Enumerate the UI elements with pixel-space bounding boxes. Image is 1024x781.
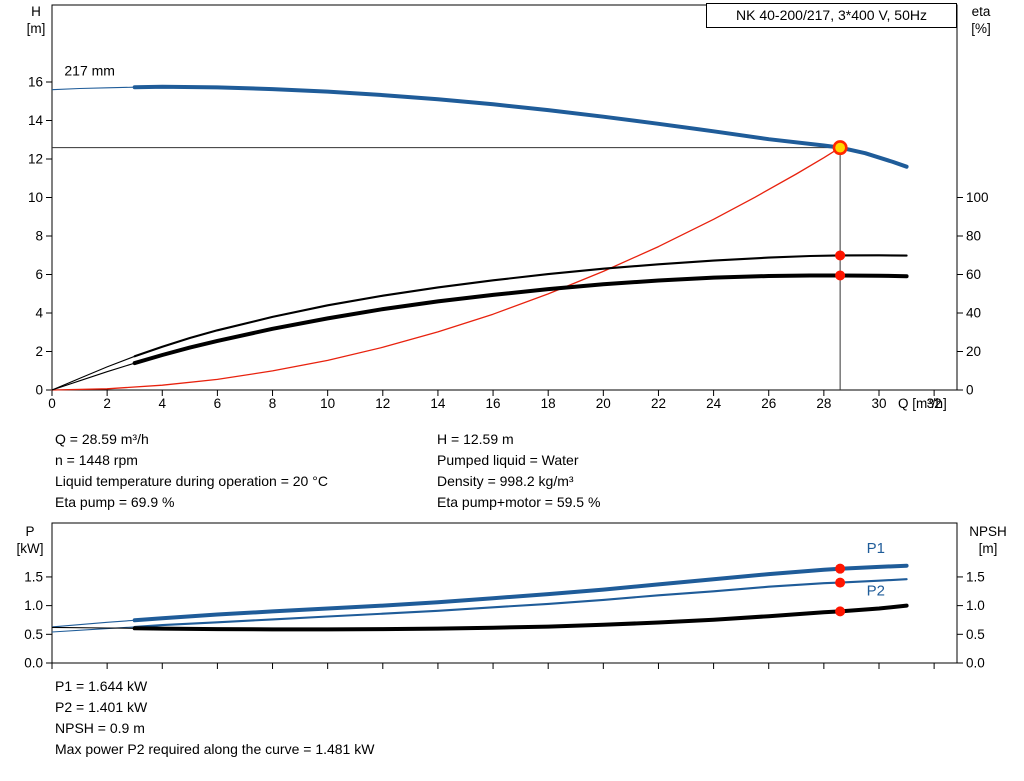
y-tick-label-left: 1.0 [24,598,43,613]
y-tick-label-left: 16 [28,75,43,90]
y-axis-unit-right: [%] [971,21,991,36]
y-tick-label-left: 4 [35,306,43,321]
x-tick-label: 26 [761,396,776,411]
eta-pump-motor-lead-in [51,362,135,391]
y-tick-label-left: 2 [35,344,43,359]
p1-curve [132,563,909,623]
info-line-liquid: Pumped liquid = Water [437,452,579,468]
y-tick-label-right: 40 [966,306,981,321]
y-tick-label-right: 0 [966,383,974,398]
info-line-speed: n = 1448 rpm [55,452,138,468]
power-info: P1 = 1.644 kW P2 = 1.401 kW NPSH = 0.9 m… [55,676,374,760]
duty-info-right: H = 12.59 m Pumped liquid = Water Densit… [437,429,600,513]
y-tick-label-left: 8 [35,229,43,244]
y-tick-label-right: 1.5 [966,569,985,584]
y-axis-unit-left: [kW] [17,541,44,556]
x-tick-label: 28 [816,396,831,411]
impeller-size-label: 217 mm [64,62,115,78]
y-tick-label-right: 60 [966,267,981,282]
x-tick-label: 8 [269,396,277,411]
p1-lead-in [51,619,135,628]
info-line-npsh: NPSH = 0.9 m [55,720,145,736]
x-tick-label: 24 [706,396,722,411]
x-tick-label: 4 [159,396,167,411]
y-tick-label-right: 0.5 [966,627,985,642]
y-tick-label-left: 0 [35,383,43,398]
operating-dot [835,606,846,617]
info-line-flow: Q = 28.59 m³/h [55,431,149,447]
x-tick-label: 30 [871,396,886,411]
y-tick-label-left: 12 [28,152,43,167]
x-tick-label: 10 [320,396,335,411]
info-line-head: H = 12.59 m [437,431,514,447]
info-line-eta-pump-motor: Eta pump+motor = 59.5 % [437,494,601,510]
x-tick-label: 6 [214,396,222,411]
eta-pump-motor-curve [132,273,909,366]
x-tick-label: 32 [927,396,942,411]
eta-pump-curve [133,254,908,358]
operating-dot [835,577,846,588]
y-tick-label-left: 0.5 [24,627,43,642]
p2-lead-in [51,626,135,633]
chart-frame [51,4,958,391]
y-tick-label-left: 0.0 [24,656,43,671]
info-line-p2: P2 = 1.401 kW [55,699,148,715]
x-tick-label: 14 [430,396,446,411]
y-tick-label-right: 1.0 [966,598,985,613]
x-tick-label: 16 [486,396,501,411]
y-axis-label-left: H [31,4,41,19]
y-tick-label-right: 20 [966,344,981,359]
info-line-max-p2: Max power P2 required along the curve = … [55,741,375,757]
y-tick-label-left: 1.5 [24,569,43,584]
x-tick-label: 0 [48,396,56,411]
x-tick-label: 22 [651,396,666,411]
y-axis-unit-left: [m] [27,21,46,36]
x-tick-label: 12 [375,396,390,411]
x-tick-label: 18 [541,396,556,411]
npsh-curve [132,603,909,632]
info-line-temperature: Liquid temperature during operation = 20… [55,473,328,489]
p2-curve [133,578,908,628]
y-tick-label-left: 6 [35,267,43,282]
y-tick-label-left: 14 [28,113,44,128]
duty-info-left: Q = 28.59 m³/h n = 1448 rpm Liquid tempe… [55,429,328,513]
system-curve-curve [51,146,841,391]
head-lead-in [51,86,135,91]
operating-dot [835,270,846,281]
x-tick-label: 20 [596,396,611,411]
info-line-eta-pump: Eta pump = 69.9 % [55,494,175,510]
y-tick-label-right: 0.0 [966,656,985,671]
pump-title-box: NK 40-200/217, 3*400 V, 50Hz [706,3,957,28]
x-axis-label: Q [m³/h] [898,396,947,411]
y-axis-label-right: eta [972,4,991,19]
y-tick-label-left: 10 [28,190,43,205]
eta-pump-lead-in [51,355,135,391]
npsh-lead-in [51,626,135,629]
p1-label: P1 [867,540,885,557]
x-tick-label: 2 [103,396,111,411]
p2-label: P2 [867,583,885,600]
y-axis-label-right: NPSH [969,524,1007,539]
y-axis-unit-right: [m] [979,541,998,556]
chart-frame [51,522,958,664]
info-line-density: Density = 998.2 kg/m³ [437,473,574,489]
head-curve [132,84,909,169]
y-axis-label-left: P [25,524,34,539]
operating-dot [835,563,846,574]
operating-dot [835,250,846,261]
y-tick-label-right: 80 [966,229,981,244]
y-tick-label-right: 100 [966,190,989,205]
info-line-p1: P1 = 1.644 kW [55,678,148,694]
duty-point[interactable] [832,140,848,156]
